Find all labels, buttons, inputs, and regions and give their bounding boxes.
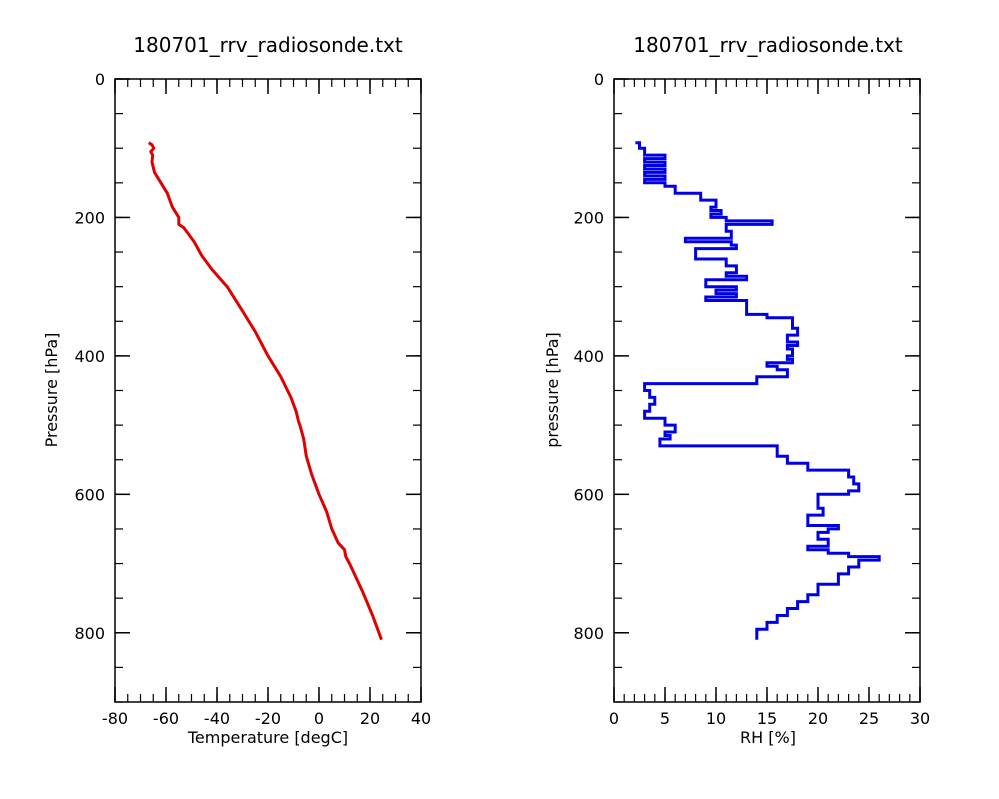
temperature-y-tick-label: 400: [74, 347, 105, 366]
rh-y-tick-label: 600: [573, 485, 604, 504]
temperature-profile-line: [147, 141, 383, 641]
rh-x-tick-label: 10: [706, 709, 726, 728]
temperature-y-tick-label: 200: [74, 208, 105, 227]
temperature-y-axis-label: Pressure [hPa]: [42, 333, 61, 448]
temperature-x-tick-label: 20: [360, 709, 380, 728]
temperature-y-tick-label: 800: [74, 624, 105, 643]
rh-x-tick-label: 15: [757, 709, 777, 728]
temperature-y-tick-label: 600: [74, 485, 105, 504]
rh-x-tick-label: 5: [660, 709, 670, 728]
rh-y-axis-label: pressure [hPa]: [543, 332, 562, 448]
rh-x-tick-label: 0: [609, 709, 619, 728]
rh-y-tick-label: 0: [594, 70, 604, 89]
rh-x-tick-label: 20: [808, 709, 828, 728]
rh-y-tick-label: 400: [573, 347, 604, 366]
temperature-x-tick-label: 40: [411, 709, 431, 728]
rh-y-tick-label: 200: [573, 208, 604, 227]
temperature-x-tick-label: -40: [204, 709, 230, 728]
rh-x-tick-label: 25: [859, 709, 879, 728]
rh-chart: 180701_rrv_radiosonde.txt RH [%] pressur…: [543, 33, 930, 747]
temperature-x-axis-label: Temperature [degC]: [187, 728, 348, 747]
temperature-x-tick-label: 0: [314, 709, 324, 728]
temperature-plot-frame: [114, 78, 422, 703]
temperature-chart-title: 180701_rrv_radiosonde.txt: [133, 33, 403, 57]
rh-axes: 0 5 10 15 20 25 30 0 200 400 600 800: [573, 70, 930, 728]
rh-x-tick-label: 30: [910, 709, 930, 728]
temperature-y-tick-label: 0: [95, 70, 105, 89]
rh-chart-title: 180701_rrv_radiosonde.txt: [633, 33, 903, 57]
temperature-x-tick-label: -60: [153, 709, 179, 728]
temperature-chart: 180701_rrv_radiosonde.txt Temperature [d…: [42, 33, 431, 747]
rh-x-axis-label: RH [%]: [740, 728, 796, 747]
temperature-x-tick-label: -80: [102, 709, 128, 728]
rh-y-tick-label: 800: [573, 624, 604, 643]
rh-profile-line: [635, 141, 881, 640]
temperature-x-tick-label: -20: [255, 709, 281, 728]
